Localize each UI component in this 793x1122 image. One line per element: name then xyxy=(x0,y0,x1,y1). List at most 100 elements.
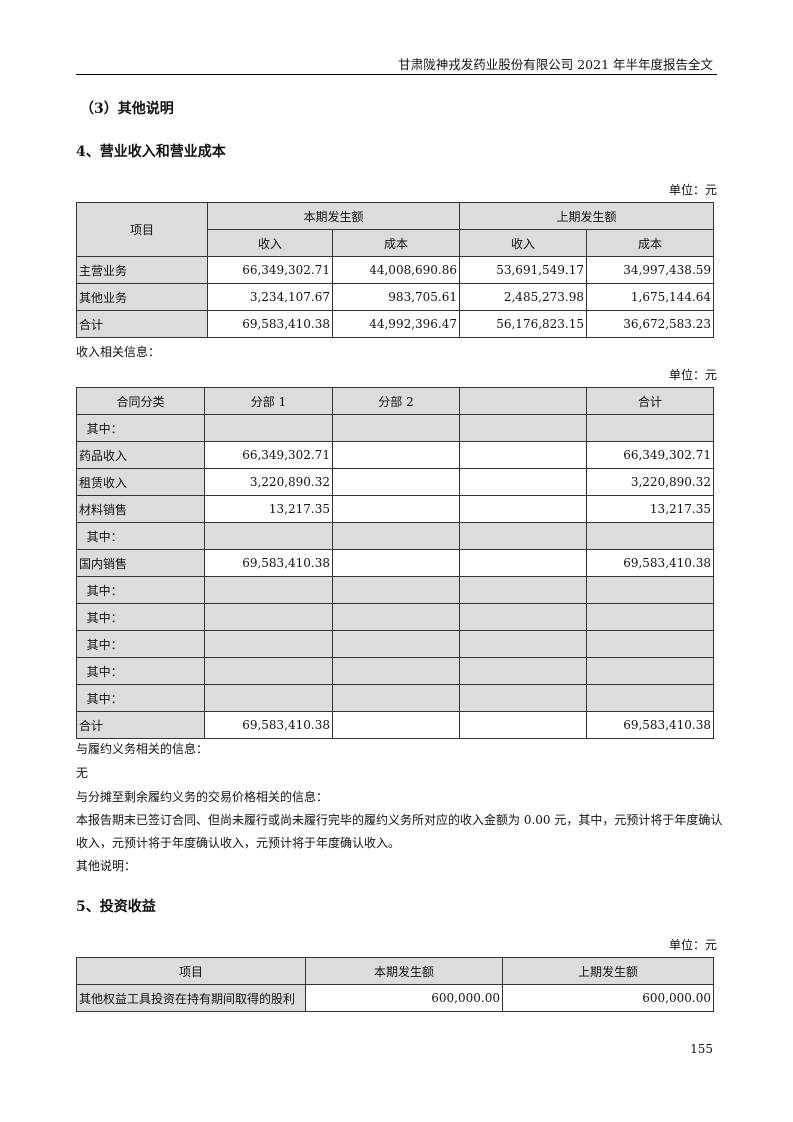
section5-title: 5、投资收益 xyxy=(76,899,156,915)
table-row: 合同分类 分部 1 分部 2 合计 xyxy=(76,387,714,415)
amount-cell xyxy=(332,576,460,604)
table-row: 其中： xyxy=(76,630,714,658)
row-label: 其中： xyxy=(76,603,205,631)
amount-cell: 13,217.35 xyxy=(204,495,333,523)
column-header: 合同分类 xyxy=(76,387,205,415)
column-header: 本期发生额 xyxy=(305,957,503,985)
amount-cell: 69,583,410.38 xyxy=(204,549,333,577)
table-row: 其他权益工具投资在持有期间取得的股利 600,000.00 600,000.00 xyxy=(76,984,714,1012)
amount-cell xyxy=(332,549,460,577)
row-label: 租赁收入 xyxy=(76,468,205,496)
amount-cell xyxy=(586,576,714,604)
amount-cell xyxy=(459,522,587,550)
unit-label: 单位：元 xyxy=(668,368,717,382)
unit-label: 单位：元 xyxy=(668,183,717,197)
amount-cell xyxy=(204,684,333,712)
amount-cell: 44,992,396.47 xyxy=(331,310,461,338)
column-header: 分部 1 xyxy=(204,387,333,415)
amount-cell xyxy=(459,576,587,604)
amount-cell xyxy=(459,657,587,685)
allocation-text-line2: 收入，元预计将于年度确认收入，元预计将于年度确认收入。 xyxy=(76,836,401,850)
amount-cell: 13,217.35 xyxy=(586,495,714,523)
header-divider xyxy=(76,74,717,75)
row-label: 其他权益工具投资在持有期间取得的股利 xyxy=(76,984,306,1012)
header-cost: 成本 xyxy=(331,229,461,257)
row-label: 其中： xyxy=(76,684,205,712)
amount-cell: 3,234,107.67 xyxy=(207,283,333,311)
amount-cell: 3,220,890.32 xyxy=(204,468,333,496)
row-label: 其中： xyxy=(76,630,205,658)
amount-cell: 600,000.00 xyxy=(502,984,714,1012)
amount-cell: 56,176,823.15 xyxy=(459,310,588,338)
amount-cell: 2,485,273.98 xyxy=(459,283,588,311)
document-header: 甘肃陇神戎发药业股份有限公司 2021 年半年度报告全文 xyxy=(398,57,713,72)
investment-income-table: 项目 本期发生额 上期发生额 其他权益工具投资在持有期间取得的股利 600,000.00… xyxy=(76,957,714,1012)
amount-cell: 34,997,438.59 xyxy=(586,256,715,284)
table-row: 其中： xyxy=(76,684,714,712)
table-row: 药品收入 66,349,302.71 66,349,302.71 xyxy=(76,441,714,469)
amount-cell: 69,583,410.38 xyxy=(586,711,714,739)
table-row: 项目 本期发生额 上期发生额 xyxy=(76,957,714,985)
amount-cell xyxy=(204,603,333,631)
amount-cell: 3,220,890.32 xyxy=(586,468,714,496)
amount-cell xyxy=(332,495,460,523)
amount-cell xyxy=(332,711,460,739)
table-row: 国内销售 69,583,410.38 69,583,410.38 xyxy=(76,549,714,577)
amount-cell xyxy=(459,495,587,523)
amount-cell xyxy=(204,414,333,442)
row-label: 其中： xyxy=(76,522,205,550)
revenue-cost-table: 项目 本期发生额 上期发生额 收入 成本 收入 成本 主营业务 66,349,30… xyxy=(76,202,715,338)
row-label: 其中： xyxy=(76,657,205,685)
amount-cell xyxy=(204,657,333,685)
column-header xyxy=(459,387,587,415)
amount-cell xyxy=(332,522,460,550)
row-label: 其中： xyxy=(76,576,205,604)
header-item: 项目 xyxy=(76,202,208,257)
amount-cell: 36,672,583.23 xyxy=(586,310,715,338)
amount-cell xyxy=(586,630,714,658)
header-previous: 上期发生额 xyxy=(459,202,715,230)
page-number: 155 xyxy=(690,1042,713,1056)
row-label: 其他业务 xyxy=(76,283,208,311)
table-row: 其他业务 3,234,107.67 983,705.61 2,485,273.98 1,… xyxy=(76,283,715,311)
amount-cell xyxy=(332,441,460,469)
allocation-text-line1: 本报告期末已签订合同、但尚未履行或尚未履行完毕的履约义务所对应的收入金额为 0.… xyxy=(76,813,723,827)
amount-cell xyxy=(332,630,460,658)
column-header: 上期发生额 xyxy=(502,957,714,985)
amount-cell xyxy=(204,630,333,658)
column-header: 分部 2 xyxy=(332,387,460,415)
contract-classification-table: 合同分类 分部 1 分部 2 合计 其中： 药品收入 66,349,302.71 66,34… xyxy=(76,387,714,739)
table-row: 其中： xyxy=(76,522,714,550)
header-cost: 成本 xyxy=(586,229,715,257)
row-label: 合计 xyxy=(76,711,205,739)
amount-cell xyxy=(459,711,587,739)
amount-cell xyxy=(459,441,587,469)
row-label: 药品收入 xyxy=(76,441,205,469)
header-income: 收入 xyxy=(207,229,333,257)
header-income: 收入 xyxy=(459,229,588,257)
row-label: 材料销售 xyxy=(76,495,205,523)
amount-cell: 66,349,302.71 xyxy=(204,441,333,469)
amount-cell xyxy=(459,630,587,658)
other-note-label: 其他说明： xyxy=(76,859,137,873)
table-row: 材料销售 13,217.35 13,217.35 xyxy=(76,495,714,523)
table-row: 其中： xyxy=(76,657,714,685)
amount-cell xyxy=(586,522,714,550)
row-label: 主营业务 xyxy=(76,256,208,284)
unit-label: 单位：元 xyxy=(668,938,717,952)
amount-cell: 69,583,410.38 xyxy=(586,549,714,577)
other-note-heading: （3）其他说明 xyxy=(80,101,174,117)
amount-cell: 66,349,302.71 xyxy=(207,256,333,284)
amount-cell: 600,000.00 xyxy=(305,984,503,1012)
amount-cell: 53,691,549.17 xyxy=(459,256,588,284)
amount-cell xyxy=(459,603,587,631)
amount-cell xyxy=(332,414,460,442)
table-row: 其中： xyxy=(76,414,714,442)
column-header: 合计 xyxy=(586,387,714,415)
amount-cell xyxy=(586,603,714,631)
amount-cell: 1,675,144.64 xyxy=(586,283,715,311)
amount-cell: 69,583,410.38 xyxy=(204,711,333,739)
amount-cell xyxy=(204,522,333,550)
amount-cell: 44,008,690.86 xyxy=(331,256,461,284)
header-current: 本期发生额 xyxy=(206,202,461,230)
